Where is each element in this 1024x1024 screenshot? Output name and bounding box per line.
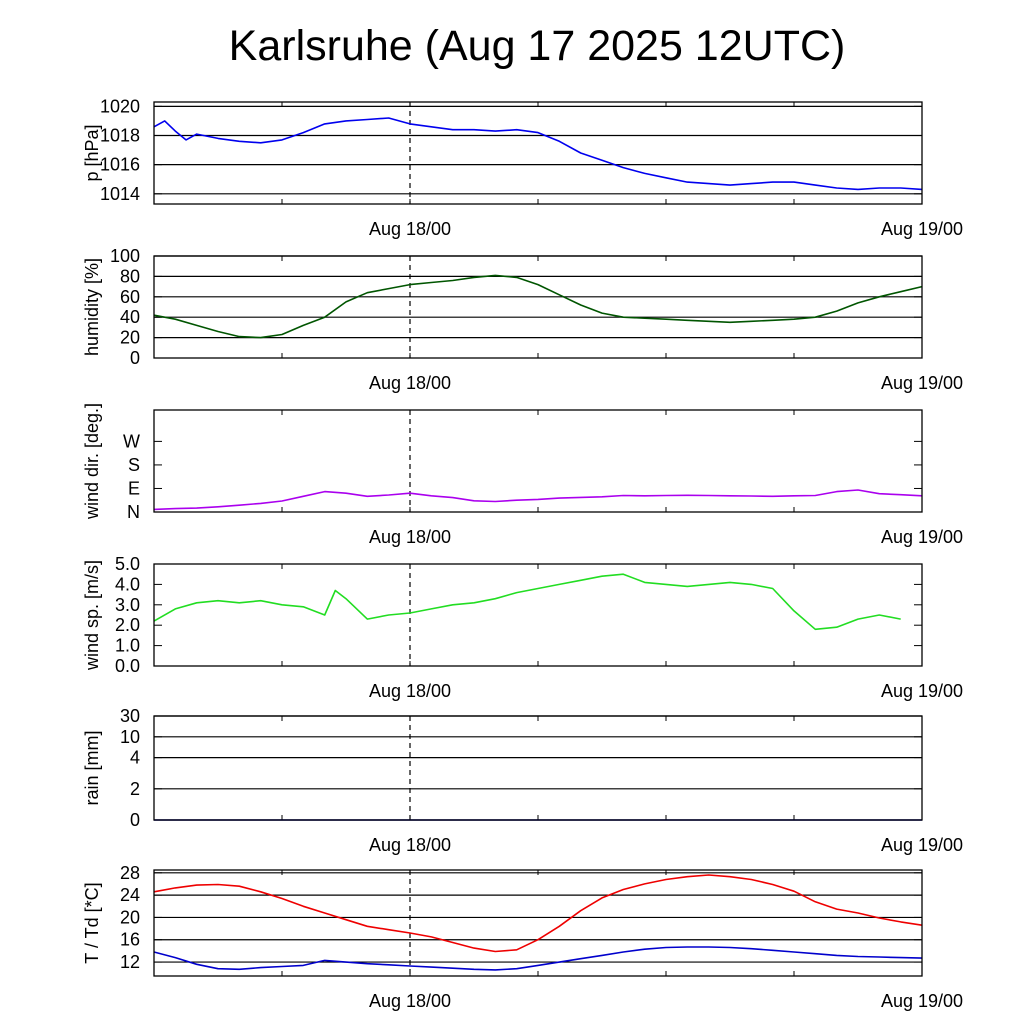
rain-y-tick-label: 0 bbox=[130, 810, 140, 830]
temperature-y-axis-title: T / Td [*C] bbox=[82, 882, 102, 963]
rain-frame bbox=[153, 715, 923, 821]
pressure-y-axis-title: p [hPa] bbox=[82, 124, 102, 181]
pressure-x-tick-label: Aug 18/00 bbox=[369, 219, 451, 239]
humidity-y-axis-title: humidity [%] bbox=[82, 258, 102, 356]
temperature-y-tick-label: 20 bbox=[120, 907, 140, 927]
wind_speed-y-tick-label: 5.0 bbox=[115, 554, 140, 574]
wind_speed-y-tick-label: 0.0 bbox=[115, 656, 140, 676]
humidity-series-humidity bbox=[153, 274, 923, 339]
wind_speed-y-tick-label: 2.0 bbox=[115, 615, 140, 635]
pressure-y-tick-label: 1018 bbox=[100, 126, 140, 146]
rain-y-tick-label: 10 bbox=[120, 727, 140, 747]
humidity-y-tick-label: 20 bbox=[120, 328, 140, 348]
humidity-y-tick-label: 100 bbox=[110, 246, 140, 266]
wind_speed-y-tick-label: 1.0 bbox=[115, 636, 140, 656]
wind_dir-x-tick-label: Aug 19/00 bbox=[881, 527, 963, 547]
wind_speed-x-tick-label: Aug 18/00 bbox=[369, 681, 451, 701]
wind_dir-y-tick-label: N bbox=[127, 502, 140, 522]
wind_dir-y-tick-label: S bbox=[128, 455, 140, 475]
humidity-x-tick-label: Aug 18/00 bbox=[369, 373, 451, 393]
temperature-x-tick-label: Aug 18/00 bbox=[369, 991, 451, 1011]
humidity-y-tick-label: 0 bbox=[130, 348, 140, 368]
rain-y-tick-label: 30 bbox=[120, 706, 140, 726]
temperature-y-tick-label: 24 bbox=[120, 885, 140, 905]
wind_dir-frame bbox=[153, 409, 923, 513]
wind_speed-series-wind-speed bbox=[153, 573, 901, 631]
pressure-series-p bbox=[153, 117, 923, 191]
wind_dir-series-wind-direction bbox=[153, 489, 923, 511]
wind_dir-y-tick-label: E bbox=[128, 478, 140, 498]
rain-x-tick-label: Aug 18/00 bbox=[369, 835, 451, 855]
pressure-y-tick-label: 1014 bbox=[100, 184, 140, 204]
wind_dir-x-tick-label: Aug 18/00 bbox=[369, 527, 451, 547]
humidity-x-tick-label: Aug 19/00 bbox=[881, 373, 963, 393]
wind_dir-y-tick-label: W bbox=[123, 431, 140, 451]
humidity-frame bbox=[153, 255, 923, 359]
pressure-y-tick-label: 1016 bbox=[100, 155, 140, 175]
rain-y-tick-label: 4 bbox=[130, 748, 140, 768]
pressure-frame bbox=[153, 101, 923, 205]
humidity-y-tick-label: 80 bbox=[120, 266, 140, 286]
rain-y-tick-label: 2 bbox=[130, 779, 140, 799]
temperature-series-t bbox=[153, 874, 923, 953]
temperature-frame bbox=[153, 869, 923, 977]
pressure-x-tick-label: Aug 19/00 bbox=[881, 219, 963, 239]
temperature-y-tick-label: 28 bbox=[120, 863, 140, 883]
wind_speed-y-tick-label: 3.0 bbox=[115, 595, 140, 615]
humidity-y-tick-label: 60 bbox=[120, 287, 140, 307]
humidity-y-tick-label: 40 bbox=[120, 307, 140, 327]
wind_speed-y-tick-label: 4.0 bbox=[115, 574, 140, 594]
temperature-y-tick-label: 16 bbox=[120, 930, 140, 950]
temperature-y-tick-label: 12 bbox=[120, 952, 140, 972]
chart-title: Karlsruhe (Aug 17 2025 12UTC) bbox=[228, 22, 846, 70]
wind_speed-frame bbox=[153, 563, 923, 667]
temperature-series-td bbox=[153, 946, 923, 971]
rain-y-axis-title: rain [mm] bbox=[82, 730, 102, 805]
temperature-x-tick-label: Aug 19/00 bbox=[881, 991, 963, 1011]
wind_speed-x-tick-label: Aug 19/00 bbox=[881, 681, 963, 701]
pressure-y-tick-label: 1020 bbox=[100, 96, 140, 116]
wind_speed-y-axis-title: wind sp. [m/s] bbox=[82, 560, 102, 671]
wind_dir-y-axis-title: wind dir. [deg.] bbox=[82, 403, 102, 520]
rain-x-tick-label: Aug 19/00 bbox=[881, 835, 963, 855]
